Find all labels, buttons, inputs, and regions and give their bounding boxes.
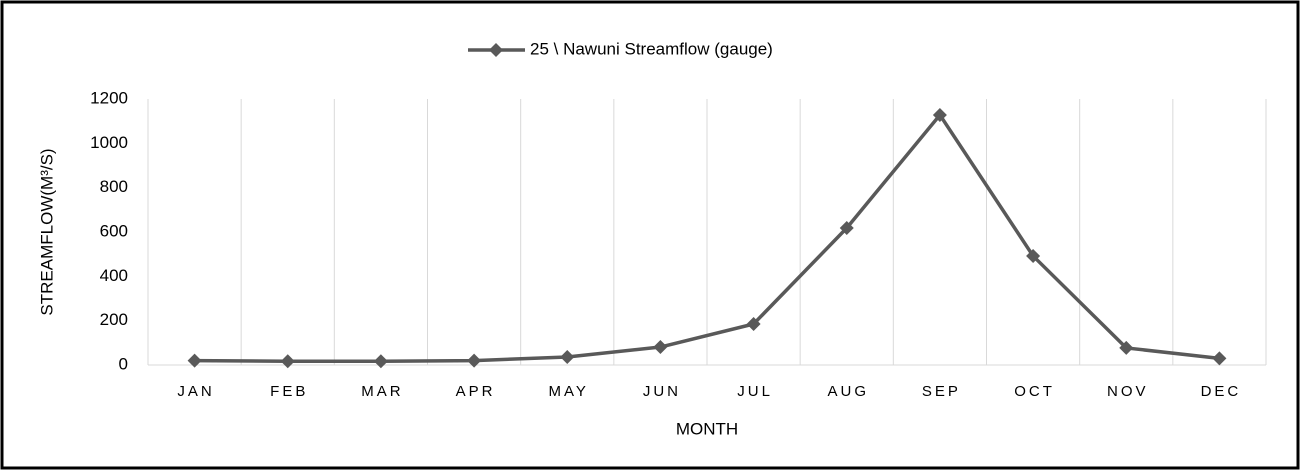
x-tick-label: JUL xyxy=(737,383,773,400)
y-tick-label: 400 xyxy=(100,266,128,285)
marker xyxy=(373,354,388,369)
marker xyxy=(280,354,295,369)
marker xyxy=(653,340,668,355)
x-axis-label: MONTH xyxy=(676,419,738,438)
marker xyxy=(1212,351,1227,366)
marker xyxy=(489,43,503,57)
marker xyxy=(187,353,202,368)
marker xyxy=(1026,248,1041,263)
y-tick-label: 1000 xyxy=(90,133,128,152)
marker xyxy=(560,350,575,365)
x-tick-label: DEC xyxy=(1201,383,1242,400)
y-tick-label: 1200 xyxy=(90,88,128,107)
legend-label: 25 \ Nawuni Streamflow (gauge) xyxy=(530,39,773,58)
x-tick-label: MAY xyxy=(549,383,589,400)
marker xyxy=(1119,340,1134,355)
marker xyxy=(467,353,482,368)
marker xyxy=(932,107,947,122)
x-tick-label: AUG xyxy=(827,383,869,400)
x-tick-label: FEB xyxy=(270,383,308,400)
y-tick-label: 600 xyxy=(100,221,128,240)
x-tick-label: OCT xyxy=(1014,383,1055,400)
y-tick-label: 200 xyxy=(100,310,128,329)
x-tick-label: NOV xyxy=(1107,383,1149,400)
y-tick-label: 0 xyxy=(119,354,128,373)
marker xyxy=(746,316,761,331)
x-tick-label: JUN xyxy=(643,383,681,400)
y-tick-label: 800 xyxy=(100,177,128,196)
y-axis-label: STREAMFLOW(M³/S) xyxy=(37,148,56,315)
series-line xyxy=(194,113,1220,363)
x-tick-label: JAN xyxy=(177,383,214,400)
marker xyxy=(839,221,854,236)
x-tick-label: MAR xyxy=(361,383,403,400)
x-tick-label: APR xyxy=(456,383,496,400)
x-tick-label: SEP xyxy=(922,383,961,400)
